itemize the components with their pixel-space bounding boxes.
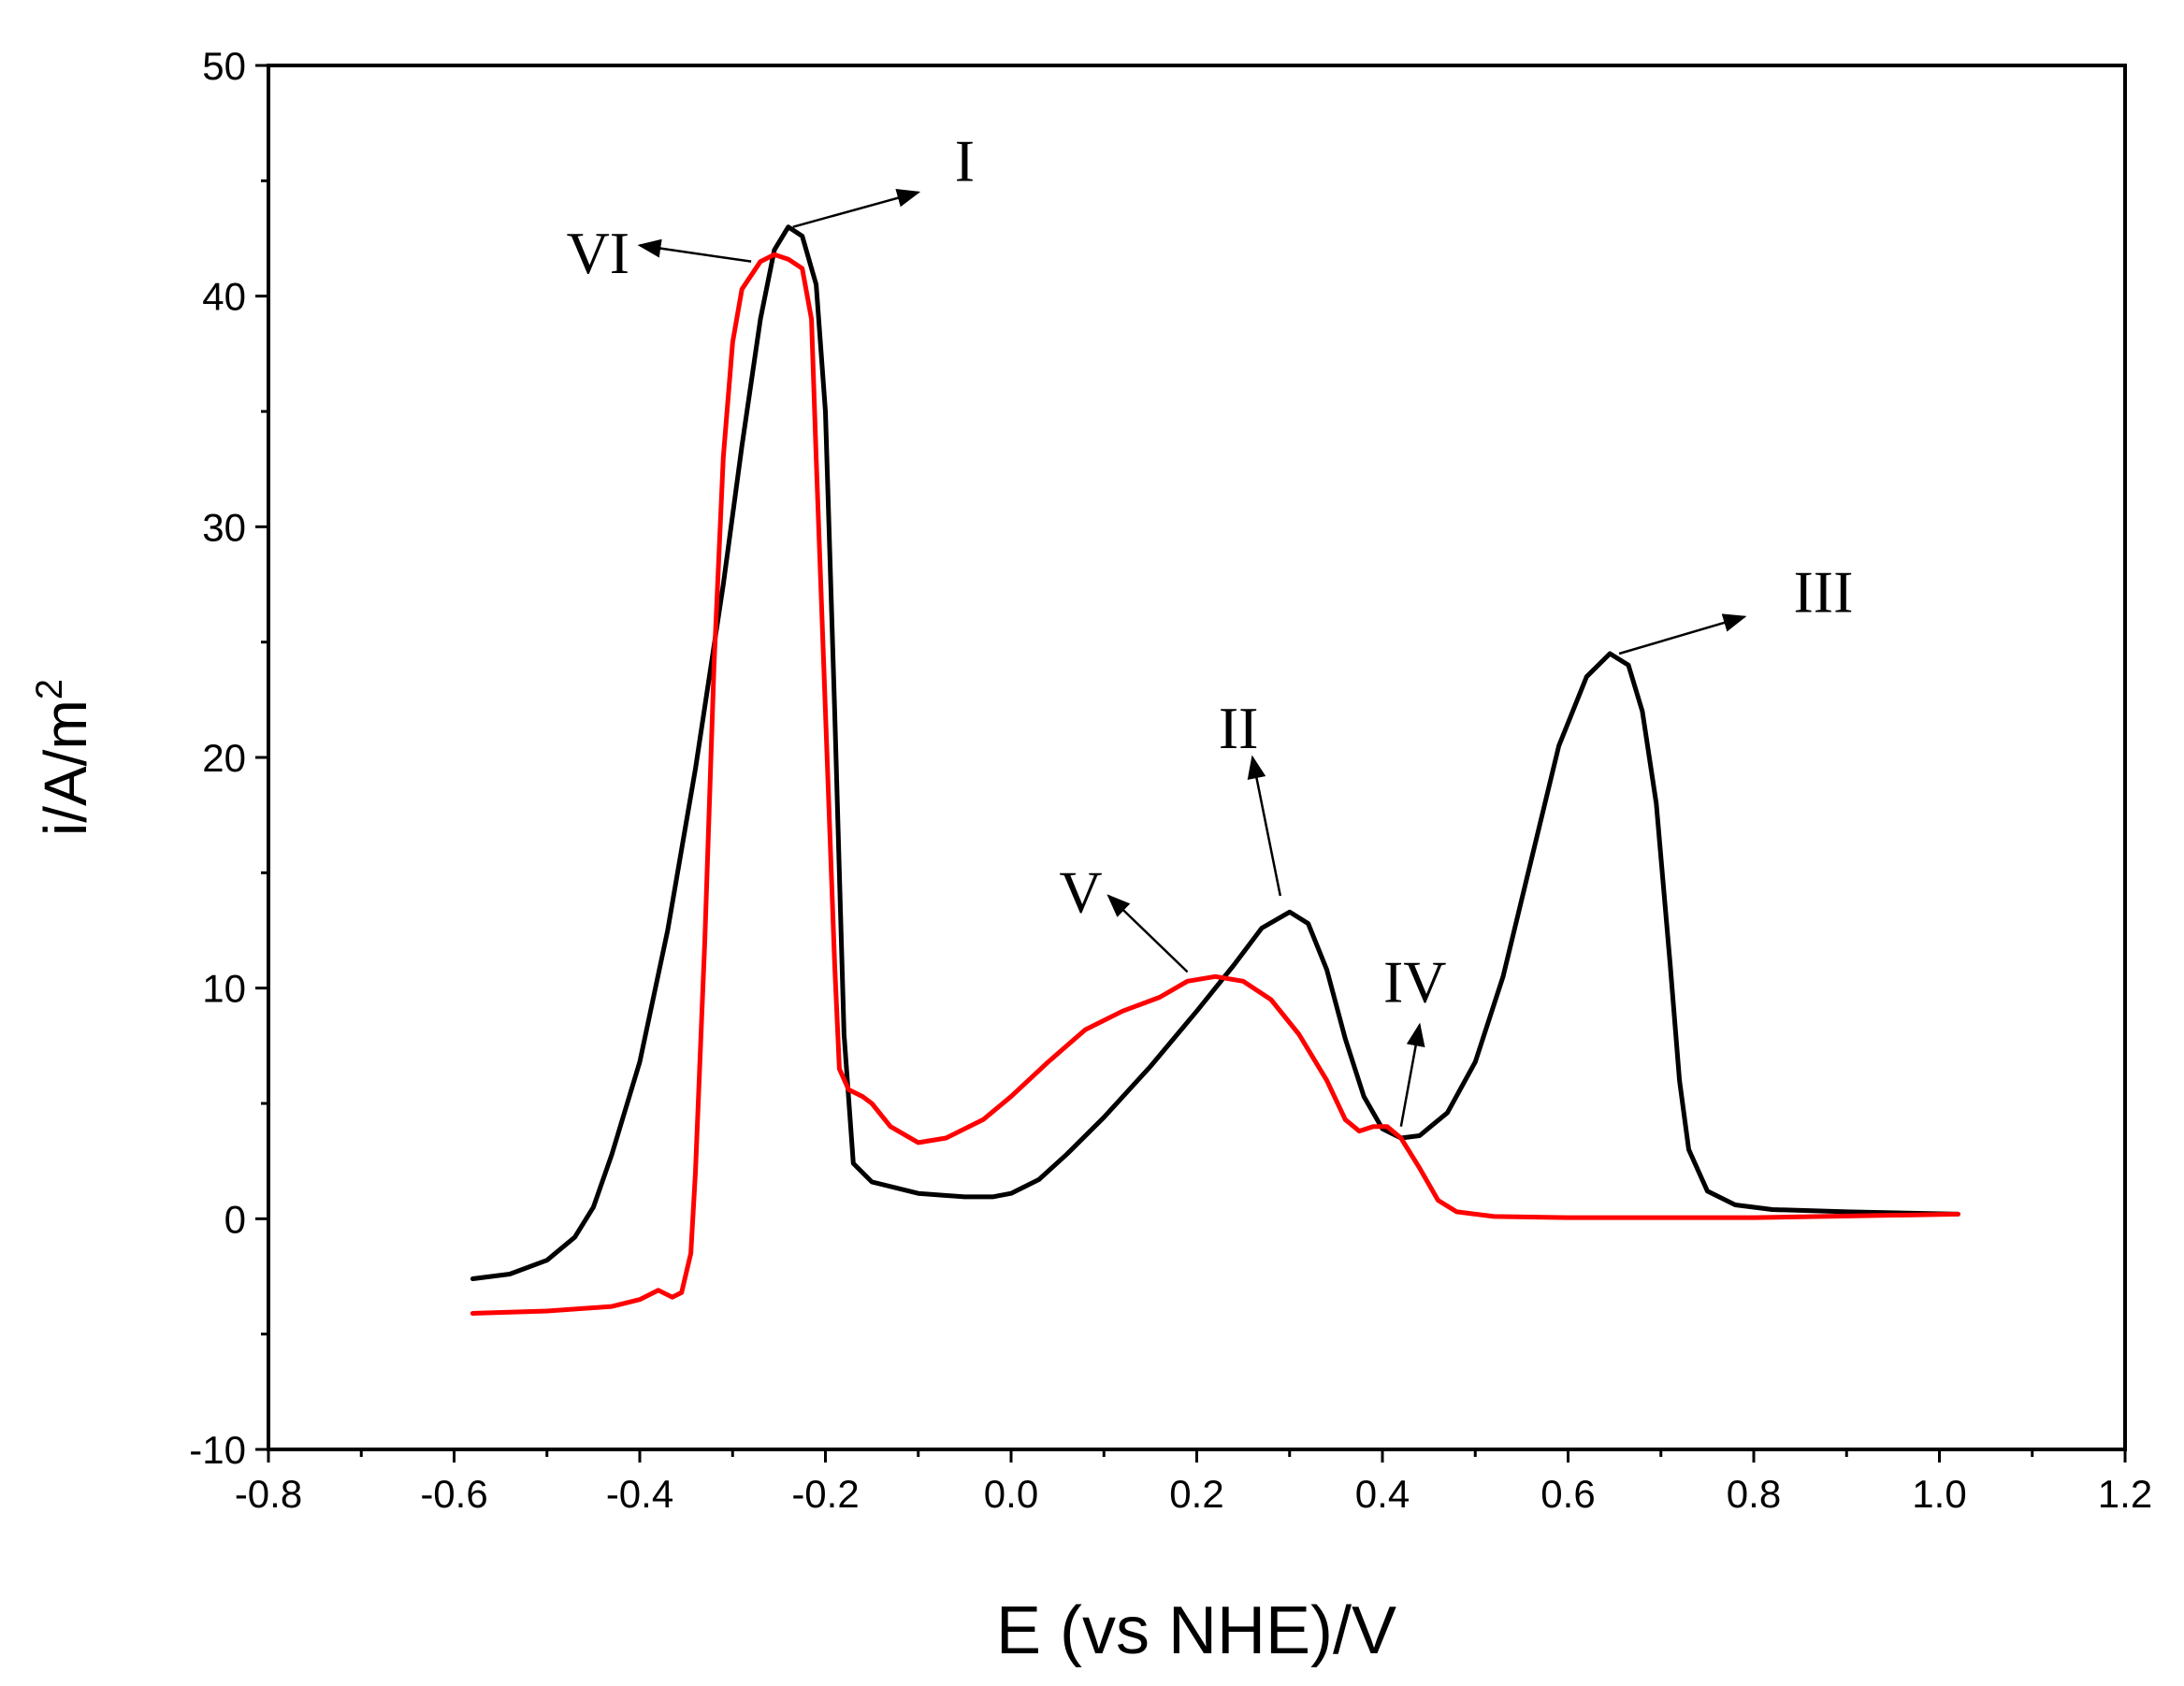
x-tick-label: -0.8 bbox=[235, 1472, 302, 1516]
y-tick-label: 40 bbox=[202, 275, 246, 319]
ticks-layer: -0.8 -0.6 -0.4 -0.2 0.0 0.2 0.4 0.6 0.8 1.0 1.2 -10… bbox=[189, 44, 2152, 1516]
annotation-label-iii: III bbox=[1793, 559, 1853, 626]
annotation-label-v: V bbox=[1059, 858, 1102, 925]
annotation-arrow-i bbox=[792, 189, 921, 228]
x-tick-label: 0.4 bbox=[1355, 1472, 1410, 1516]
y-tick-label: 20 bbox=[202, 736, 246, 780]
plot-frame bbox=[267, 64, 2127, 1451]
annotation-arrow-iv bbox=[1399, 1022, 1425, 1127]
annotation-arrow-ii bbox=[1247, 755, 1282, 897]
annotation-label-i: I bbox=[955, 127, 975, 194]
y-tick-label: 30 bbox=[202, 505, 246, 549]
x-tick-label: 1.0 bbox=[1912, 1472, 1966, 1516]
y-axis-title: i/A/m2 bbox=[29, 679, 99, 836]
x-tick-label: 0.6 bbox=[1540, 1472, 1595, 1516]
y-axis-title-superscript: 2 bbox=[29, 679, 70, 699]
y-tick-label: -10 bbox=[189, 1428, 246, 1472]
series-layer bbox=[470, 224, 1960, 1316]
x-tick-label: -0.6 bbox=[420, 1472, 487, 1516]
annotation-label-iv: IV bbox=[1383, 948, 1447, 1015]
annotation-label-vi: VI bbox=[567, 220, 630, 286]
x-tick-label: 0.0 bbox=[984, 1472, 1038, 1516]
series-line-red bbox=[470, 252, 1960, 1316]
x-tick-label: 0.2 bbox=[1169, 1472, 1223, 1516]
x-tick-label: -0.2 bbox=[791, 1472, 859, 1516]
y-axis-title-main: i/A/m bbox=[32, 699, 99, 836]
y-tick-label: 10 bbox=[202, 967, 246, 1011]
annotation-arrow-iii bbox=[1618, 613, 1747, 656]
x-axis-title: E (vs NHE)/V bbox=[996, 1593, 1396, 1668]
series-line-black bbox=[470, 224, 1960, 1281]
y-tick-label: 0 bbox=[224, 1197, 246, 1241]
annotation-arrow-vi bbox=[637, 238, 752, 263]
x-tick-label: 1.2 bbox=[2098, 1472, 2152, 1516]
annotation-label-ii: II bbox=[1219, 695, 1259, 761]
y-tick-label: 50 bbox=[202, 44, 246, 88]
x-tick-label: 0.8 bbox=[1727, 1472, 1781, 1516]
x-tick-label: -0.4 bbox=[606, 1472, 673, 1516]
annotation-arrow-v bbox=[1106, 894, 1189, 973]
